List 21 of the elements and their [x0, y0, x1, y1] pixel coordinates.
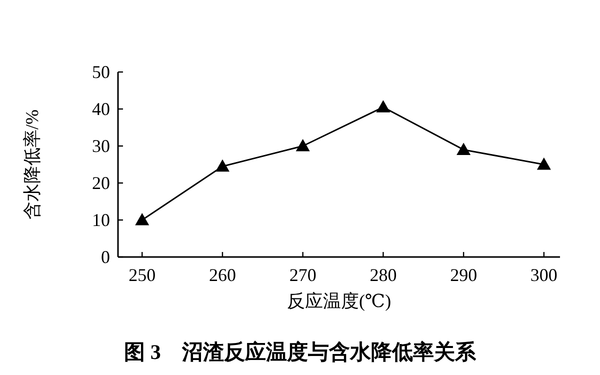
y-tick-label: 10 — [92, 210, 110, 230]
y-tick-label: 20 — [92, 173, 110, 193]
point — [536, 158, 551, 170]
x-tick-label: 250 — [128, 265, 156, 285]
point — [215, 159, 230, 172]
point — [456, 142, 471, 155]
y-tick-label: 40 — [92, 99, 110, 119]
x-tick-label: 300 — [530, 265, 558, 285]
y-tick-label: 30 — [92, 136, 110, 156]
y-tick-label: 0 — [101, 247, 110, 267]
point — [296, 139, 310, 152]
y-tick-label: 50 — [92, 62, 110, 82]
x-tick-label: 260 — [208, 265, 236, 285]
x-tick-label: 280 — [370, 265, 397, 285]
text: 图 3 沼渣反应温度与含水降低率关系 — [124, 340, 477, 364]
x-axis-title: 反应温度(℃) — [286, 291, 392, 311]
x-tick-label: 290 — [450, 265, 478, 285]
y-axis-title: 含水降低率/% — [22, 110, 42, 220]
point — [135, 213, 150, 226]
x-tick-label: 270 — [289, 265, 316, 285]
point — [376, 100, 390, 112]
